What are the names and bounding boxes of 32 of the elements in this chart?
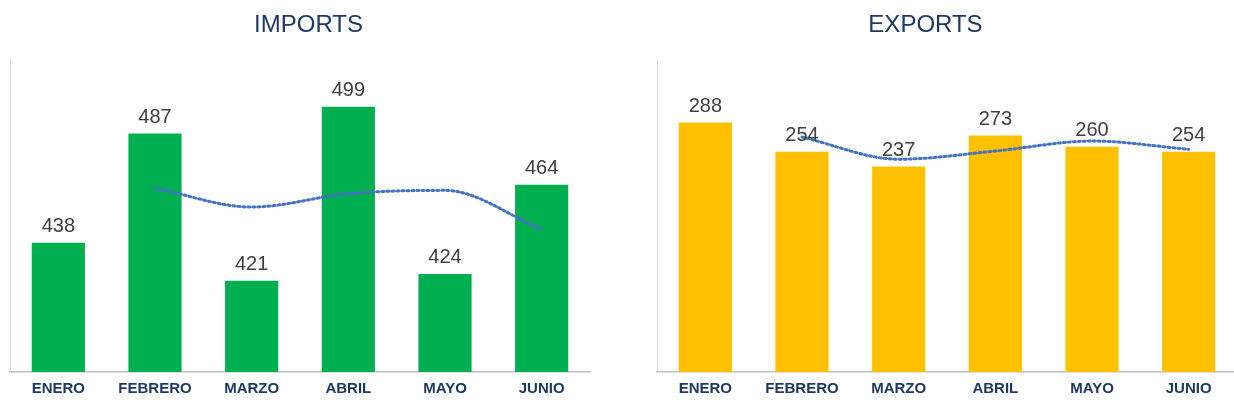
data-label: 438 bbox=[41, 214, 76, 237]
data-label: 254 bbox=[1171, 123, 1206, 146]
data-label: 254 bbox=[785, 123, 819, 146]
chart-title: EXPORTS bbox=[867, 10, 984, 38]
data-label: 487 bbox=[138, 105, 172, 128]
x-tick-label: FEBRERO bbox=[118, 379, 192, 397]
bar bbox=[1162, 151, 1216, 372]
x-tick-label: ENERO bbox=[678, 379, 733, 397]
data-label: 288 bbox=[688, 93, 723, 116]
x-tick-label: ENERO bbox=[31, 379, 86, 397]
bar bbox=[678, 122, 732, 372]
x-tick-label: MAYO bbox=[423, 379, 468, 397]
data-label: 464 bbox=[524, 156, 559, 179]
x-tick-label: FEBRERO bbox=[765, 379, 839, 397]
x-tick-label: MAYO bbox=[1070, 379, 1115, 397]
data-label: 424 bbox=[428, 245, 462, 268]
data-label: 499 bbox=[331, 78, 366, 101]
x-tick-label: JUNIO bbox=[518, 379, 565, 397]
data-label: 260 bbox=[1075, 118, 1109, 141]
bar bbox=[775, 151, 829, 372]
bar bbox=[1065, 146, 1119, 372]
data-label: 273 bbox=[978, 106, 1013, 129]
data-label: 237 bbox=[881, 138, 916, 161]
bar bbox=[872, 166, 926, 372]
x-tick-label: ABRIL bbox=[325, 379, 372, 397]
bar bbox=[968, 135, 1022, 372]
x-tick-label: MARZO bbox=[224, 379, 280, 397]
chart-title: IMPORTS bbox=[253, 10, 364, 38]
data-label: 421 bbox=[234, 252, 269, 275]
x-tick-label: JUNIO bbox=[1165, 379, 1212, 397]
x-tick-label: MARZO bbox=[871, 379, 927, 397]
x-tick-label: ABRIL bbox=[972, 379, 1019, 397]
